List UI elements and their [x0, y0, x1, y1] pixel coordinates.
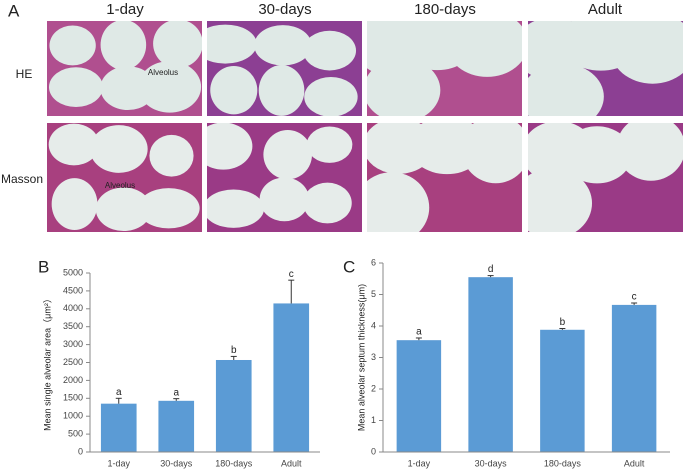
alveolus [258, 65, 305, 116]
x-tick-label: Adult [624, 458, 645, 468]
y-tick-label: 0 [78, 446, 83, 456]
y-tick-label: 4000 [63, 303, 83, 313]
alveolus [303, 30, 357, 71]
y-tick-label: 4500 [63, 285, 83, 295]
y-tick-label: 5000 [63, 267, 83, 277]
y-tick-label: 1 [371, 415, 376, 425]
column-label: 180-days [414, 1, 476, 18]
alveolus [616, 123, 683, 181]
bar [273, 303, 310, 452]
bar [468, 277, 513, 452]
significance-label: a [116, 387, 122, 398]
alveolus [562, 126, 632, 184]
bar [540, 329, 585, 452]
x-tick-label: 1-day [408, 458, 431, 468]
micrograph [47, 123, 202, 232]
micrograph [367, 21, 522, 116]
x-tick-label: 30-days [475, 458, 508, 468]
x-tick-label: 180-days [215, 458, 253, 468]
x-tick-label: 180-days [544, 458, 582, 468]
micrograph [528, 21, 683, 116]
y-axis-label: Mean alveolar septum thickness(μm) [356, 284, 366, 431]
bar [611, 304, 657, 452]
alveolus [254, 25, 312, 66]
alveolus [51, 178, 98, 230]
micrograph [207, 123, 362, 232]
alveolus [259, 177, 310, 222]
alveolus [367, 58, 441, 116]
bar [158, 400, 195, 452]
alveolus [304, 76, 358, 116]
y-tick-label: 4 [371, 320, 376, 330]
bar [215, 359, 252, 452]
alveolus [95, 187, 152, 231]
alveolus [207, 24, 257, 64]
y-tick-label: 3500 [63, 321, 83, 331]
micrograph [367, 123, 522, 232]
row-label: HE [16, 67, 33, 81]
y-tick-label: 6 [371, 257, 376, 267]
significance-label: c [632, 292, 637, 303]
y-tick-label: 1500 [63, 393, 83, 403]
alveolus [49, 25, 96, 66]
y-tick-label: 2 [371, 383, 376, 393]
image-label: Alveolus [105, 181, 135, 190]
significance-label: b [560, 317, 566, 328]
panel-label: B [38, 257, 49, 276]
x-tick-label: 1-day [107, 458, 130, 468]
x-tick-label: 30-days [160, 458, 193, 468]
alveolus [303, 182, 352, 224]
column-label: 30-days [258, 1, 311, 18]
alveolus [149, 134, 194, 177]
alveolus [89, 125, 148, 173]
bar [396, 340, 442, 452]
panel-label: A [8, 1, 20, 20]
alveolus [138, 61, 202, 113]
significance-label: c [289, 269, 294, 280]
y-tick-label: 2500 [63, 357, 83, 367]
y-axis-label: Mean single alveolar area（μm²） [42, 294, 52, 431]
significance-label: a [416, 327, 422, 338]
alveolus [306, 126, 353, 163]
alveolus [137, 188, 200, 229]
significance-label: a [173, 387, 179, 398]
alveolus [263, 130, 313, 180]
alveolus [610, 21, 683, 84]
micrograph [47, 21, 202, 116]
column-label: 1-day [106, 1, 144, 18]
micrograph [528, 123, 683, 232]
significance-label: d [488, 264, 494, 275]
column-label: Adult [588, 1, 623, 18]
y-tick-label: 3 [371, 352, 376, 362]
panel-label: C [343, 257, 355, 276]
alveolus [48, 123, 100, 166]
y-tick-label: 500 [68, 428, 83, 438]
alveolus [210, 66, 258, 115]
significance-label: b [231, 345, 237, 356]
alveolus [367, 172, 430, 232]
alveolus [528, 168, 593, 232]
bar [100, 403, 137, 452]
y-tick-label: 0 [371, 446, 376, 456]
micrograph [207, 21, 362, 116]
alveolus [446, 21, 522, 77]
alveolus [153, 21, 202, 68]
y-tick-label: 1000 [63, 411, 83, 421]
alveolus [461, 123, 522, 184]
y-tick-label: 2000 [63, 375, 83, 385]
x-tick-label: Adult [281, 458, 302, 468]
alveolus [528, 63, 604, 116]
micrograph-panel [47, 21, 683, 232]
alveolus [100, 21, 147, 70]
alveolus [48, 67, 103, 108]
alveolus [207, 189, 264, 228]
alveolus [207, 123, 253, 170]
y-tick-label: 3000 [63, 339, 83, 349]
image-label: Alveolus [148, 68, 178, 77]
y-tick-label: 5 [371, 289, 376, 299]
row-label: Masson [1, 172, 43, 186]
